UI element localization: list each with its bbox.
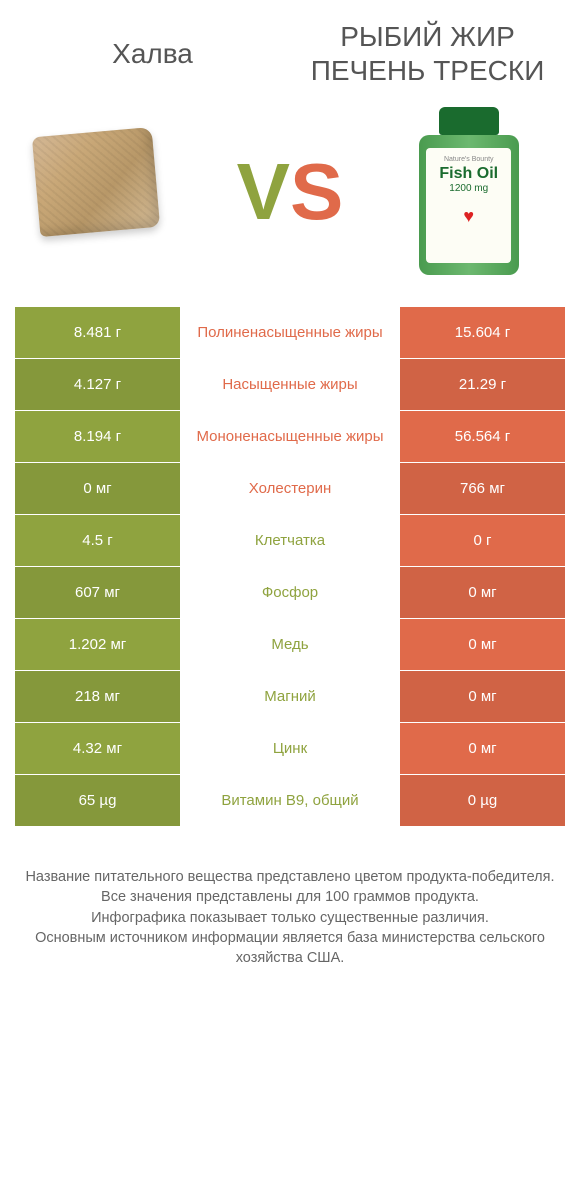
nutrient-label: Холестерин <box>180 463 400 514</box>
table-row: 0 мгХолестерин766 мг <box>15 463 565 515</box>
vs-label: VS <box>208 152 373 232</box>
value-right: 0 мг <box>400 723 565 774</box>
value-right: 766 мг <box>400 463 565 514</box>
nutrient-label: Клетчатка <box>180 515 400 566</box>
nutrient-label: Витамин B9, общий <box>180 775 400 826</box>
value-left: 607 мг <box>15 567 180 618</box>
value-right: 0 г <box>400 515 565 566</box>
nutrient-label: Мононенасыщенные жиры <box>180 411 400 462</box>
table-row: 4.5 гКлетчатка0 г <box>15 515 565 567</box>
table-row: 65 µgВитамин B9, общий0 µg <box>15 775 565 827</box>
nutrient-label: Магний <box>180 671 400 722</box>
value-left: 1.202 мг <box>15 619 180 670</box>
value-left: 65 µg <box>15 775 180 826</box>
bottle-main: Fish Oil <box>439 165 498 183</box>
value-left: 4.127 г <box>15 359 180 410</box>
nutrient-label: Насыщенные жиры <box>180 359 400 410</box>
table-row: 607 мгФосфор0 мг <box>15 567 565 619</box>
nutrient-label: Цинк <box>180 723 400 774</box>
value-right: 0 мг <box>400 671 565 722</box>
product-image-right: Nature's Bounty Fish Oil 1200 mg ♥ <box>373 107 566 277</box>
footer-line: Основным источником информации является … <box>25 928 555 969</box>
comparison-table: 8.481 гПолиненасыщенные жиры15.604 г4.12… <box>15 307 565 827</box>
table-row: 4.32 мгЦинк0 мг <box>15 723 565 775</box>
value-left: 8.194 г <box>15 411 180 462</box>
vs-v: V <box>237 147 290 236</box>
footer-line: Инфографика показывает только существенн… <box>25 908 555 928</box>
value-right: 15.604 г <box>400 307 565 358</box>
nutrient-label: Медь <box>180 619 400 670</box>
footer-line: Все значения представлены для 100 граммо… <box>25 887 555 907</box>
nutrient-label: Фосфор <box>180 567 400 618</box>
vs-s: S <box>290 147 343 236</box>
value-left: 218 мг <box>15 671 180 722</box>
bottle-dose: 1200 mg <box>449 183 488 194</box>
value-right: 0 мг <box>400 567 565 618</box>
heart-icon: ♥ <box>463 206 474 227</box>
footer-line: Название питательного вещества представл… <box>25 867 555 887</box>
table-row: 4.127 гНасыщенные жиры21.29 г <box>15 359 565 411</box>
value-left: 8.481 г <box>15 307 180 358</box>
value-right: 56.564 г <box>400 411 565 462</box>
halva-icon <box>36 132 186 252</box>
value-right: 0 мг <box>400 619 565 670</box>
table-row: 218 мгМагний0 мг <box>15 671 565 723</box>
table-row: 8.194 гМононенасыщенные жиры56.564 г <box>15 411 565 463</box>
value-right: 21.29 г <box>400 359 565 410</box>
bottle-brand: Nature's Bounty <box>444 156 494 163</box>
value-right: 0 µg <box>400 775 565 826</box>
fish-oil-icon: Nature's Bounty Fish Oil 1200 mg ♥ <box>414 107 524 277</box>
product-title-right: РЫБИЙ ЖИР ПЕЧЕНЬ ТРЕСКИ <box>304 20 552 87</box>
product-title-left: Халва <box>29 37 277 71</box>
value-left: 4.32 мг <box>15 723 180 774</box>
nutrient-label: Полиненасыщенные жиры <box>180 307 400 358</box>
header-row: Халва РЫБИЙ ЖИР ПЕЧЕНЬ ТРЕСКИ <box>15 20 565 87</box>
table-row: 1.202 мгМедь0 мг <box>15 619 565 671</box>
vs-row: VS Nature's Bounty Fish Oil 1200 mg ♥ <box>15 102 565 282</box>
footer-notes: Название питательного вещества представл… <box>15 867 565 968</box>
value-left: 0 мг <box>15 463 180 514</box>
table-row: 8.481 гПолиненасыщенные жиры15.604 г <box>15 307 565 359</box>
value-left: 4.5 г <box>15 515 180 566</box>
product-image-left <box>15 132 208 252</box>
